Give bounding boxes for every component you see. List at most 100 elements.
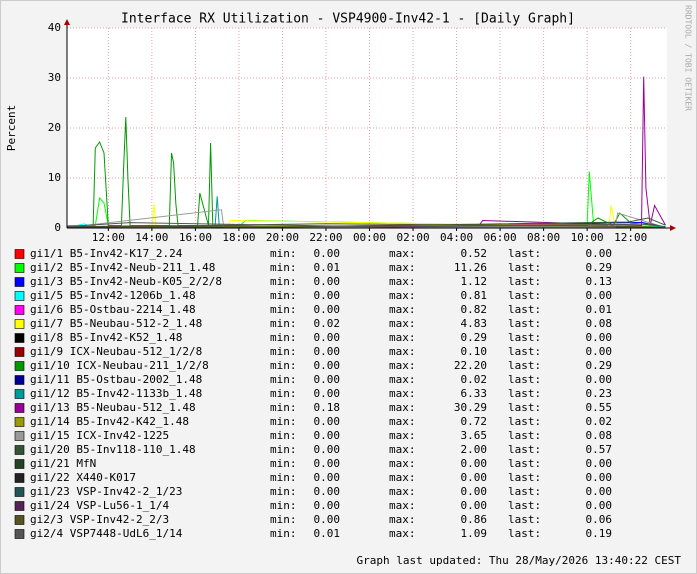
legend-label: gi1/21 MfN [30,457,96,470]
stat-label: last: [508,443,541,456]
chart-title: Interface RX Utilization - VSP4900-Inv42… [121,12,575,27]
stat-label: last: [508,303,541,316]
stat-label: min: [270,359,297,372]
x-tick-label: 08:00 [527,231,560,244]
stat-label: max: [389,247,416,260]
stat-label: last: [508,317,541,330]
stat-label: max: [389,457,416,470]
stat-last: 0.00 [586,247,613,260]
x-tick-label: 22:00 [309,231,342,244]
stat-last: 0.06 [586,513,613,526]
stat-min: 0.01 [314,261,341,274]
stat-label: max: [389,359,416,372]
legend-swatch [14,515,25,525]
stat-last: 0.00 [586,485,613,498]
stat-label: last: [508,247,541,260]
stat-max: 3.65 [461,429,488,442]
stat-last: 0.08 [586,317,613,330]
legend-swatch [14,319,25,329]
stat-max: 0.02 [461,373,488,386]
stat-label: max: [389,275,416,288]
legend-swatch [14,403,25,413]
stat-last: 0.01 [586,303,613,316]
series-line [66,217,666,228]
legend-label: gi1/10 ICX-Neubau-211_1/2/8 [30,359,209,372]
legend-swatch [14,333,25,343]
stat-max: 0.81 [461,289,488,302]
x-tick-label: 12:00 [92,231,125,244]
y-tick-label: 40 [48,21,61,34]
stat-label: last: [508,513,541,526]
x-tick-label: 14:00 [135,231,168,244]
legend-label: gi1/5 B5-Inv42-1206b_1.48 [30,289,196,302]
legend-label: gi1/24 VSP-Lu56-1_1/4 [30,499,169,512]
stat-label: min: [270,387,297,400]
stat-last: 0.00 [586,457,613,470]
legend-swatch [14,249,25,259]
x-tick-label: 04:00 [440,231,473,244]
stat-label: max: [389,331,416,344]
y-tick-label: 30 [48,71,61,84]
stat-label: last: [508,275,541,288]
stat-label: max: [389,387,416,400]
x-axis-arrow [670,225,676,231]
stat-label: last: [508,415,541,428]
stat-min: 0.02 [314,317,341,330]
legend-swatch [14,291,25,301]
stat-last: 0.23 [586,387,613,400]
stat-last: 0.19 [586,527,613,540]
stat-label: last: [508,345,541,358]
stat-last: 0.00 [586,345,613,358]
stat-max: 22.20 [454,359,487,372]
stat-max: 0.29 [461,331,488,344]
stat-label: max: [389,513,416,526]
legend-label: gi1/1 B5-Inv42-K17_2.24 [30,247,183,260]
y-axis-label: Percent [5,105,18,151]
stat-label: min: [270,429,297,442]
legend-swatch [14,487,25,497]
series-line [66,222,666,228]
stat-max: 2.00 [461,443,488,456]
stat-label: last: [508,289,541,302]
stat-label: last: [508,485,541,498]
stat-label: min: [270,303,297,316]
stat-min: 0.00 [314,457,341,470]
stat-label: min: [270,401,297,414]
stat-min: 0.00 [314,247,341,260]
stat-label: min: [270,513,297,526]
stat-label: min: [270,499,297,512]
legend-swatch [14,347,25,357]
stat-label: min: [270,345,297,358]
legend-swatch [14,445,25,455]
stat-max: 0.10 [461,345,488,358]
y-tick-label: 10 [48,171,61,184]
y-axis-arrow [64,19,70,25]
stat-max: 4.83 [461,317,488,330]
stat-min: 0.00 [314,373,341,386]
series-line [67,203,666,229]
stat-max: 11.26 [454,261,487,274]
stat-min: 0.00 [314,359,341,372]
stat-label: last: [508,499,541,512]
legend-swatch [14,417,25,427]
stat-last: 0.57 [586,443,613,456]
x-tick-label: 10:00 [571,231,604,244]
stat-label: max: [389,401,416,414]
legend-label: gi1/13 B5-Neubau-512_1.48 [30,401,196,414]
stat-last: 0.55 [586,401,613,414]
legend-label: gi1/23 VSP-Inv42-2_1/23 [30,485,182,498]
legend: gi1/1 B5-Inv42-K17_2.24 min: 0.00 max: 0.52 l… [14,247,613,540]
x-tick-label: 16:00 [179,231,212,244]
stat-label: min: [270,415,297,428]
stat-max: 1.12 [461,275,488,288]
stat-label: last: [508,457,541,470]
stat-min: 0.00 [314,429,341,442]
legend-swatch [14,501,25,511]
stat-min: 0.00 [314,443,341,456]
series-line [66,223,666,229]
x-tick-label: 02:00 [396,231,429,244]
stat-label: max: [389,499,416,512]
stat-label: max: [389,527,416,540]
y-tick-label: 0 [54,221,61,234]
legend-swatch [14,305,25,315]
